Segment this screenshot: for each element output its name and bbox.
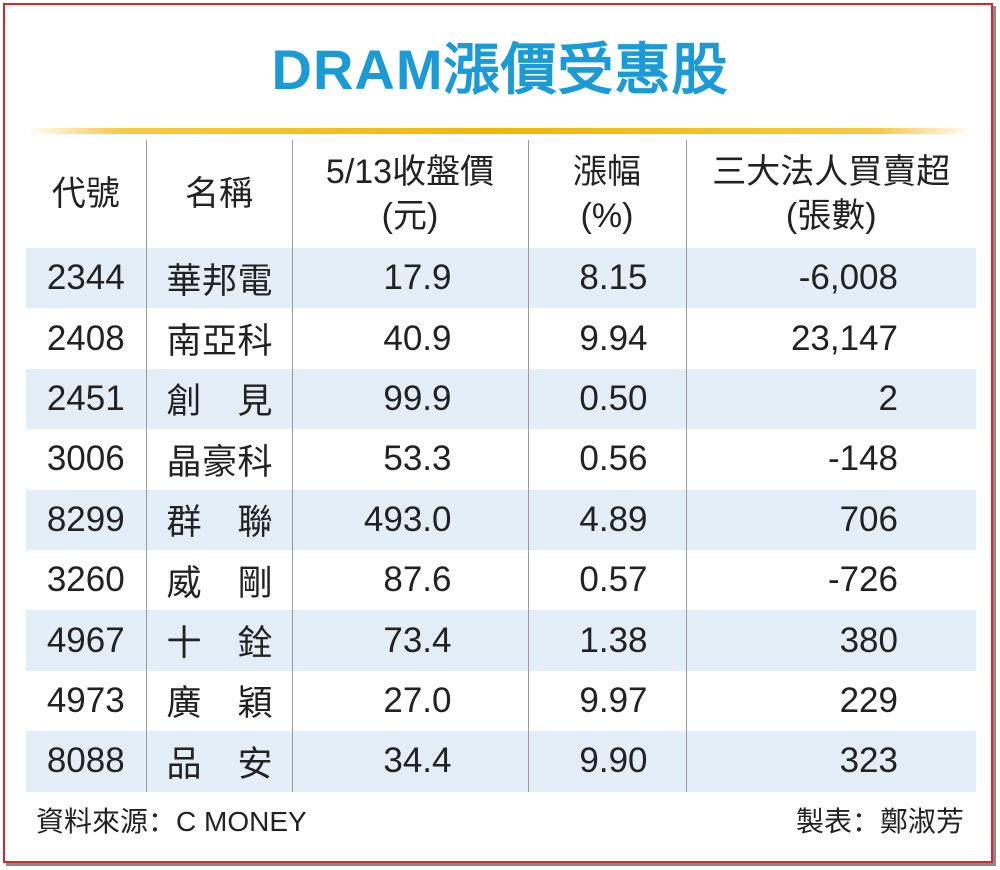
cell-close: 99.9: [291, 368, 528, 430]
cell-code: 4967: [26, 610, 146, 671]
cell-name: 華邦電: [145, 248, 292, 309]
stock-table: 代號 名稱 5/13收盤價 (元) 漲幅 (%) 三大法人買賣超 (張數) 2344 華…: [26, 140, 976, 792]
stock-name: 南亞科: [166, 322, 273, 362]
stock-name: 品安: [166, 744, 273, 784]
cell-code: 3260: [46, 560, 125, 600]
cell-close: 40.9: [291, 308, 528, 369]
chart-title: DRAM漲價受惠股: [271, 38, 729, 101]
cell-change: 9.94: [527, 308, 686, 369]
cell-name: 南亞科: [145, 308, 292, 369]
cell-net: 229: [685, 670, 976, 732]
cell-name: 品安: [145, 731, 292, 792]
cell-code: 8088: [26, 731, 146, 792]
table-row: 4967 十銓 73.4 1.38 380: [26, 610, 976, 671]
cell-name: 創見: [145, 368, 292, 430]
stock-name: 廣穎: [166, 684, 273, 724]
cell-name: 群聯: [145, 489, 292, 550]
table-row: 8088 品安 34.4 9.90 323: [26, 731, 976, 792]
cell-change: 9.97: [527, 670, 686, 732]
cell-close: 493.0: [291, 489, 528, 550]
cell-close: 34.4: [291, 731, 528, 792]
cell-net: 380: [685, 610, 976, 671]
cell-change: 8.15: [527, 248, 686, 309]
cell-code: 8299: [26, 489, 146, 550]
table-row: 8299 群聯 493.0 4.89 706: [26, 489, 976, 550]
cell-close: 27.0: [291, 670, 528, 732]
cell-change: 0.57: [527, 549, 686, 611]
table-row: 3260 威剛 87.6 0.57 -726: [26, 549, 976, 611]
table-row: 2408 南亞科 40.9 9.94 23,147: [26, 308, 976, 369]
data-source: 資料來源：C MONEY: [36, 806, 307, 837]
table-body: 2344 華邦電 17.9 8.15 -6,008 2408 南亞科 40.9 9.94 23,1…: [26, 248, 976, 792]
header-code: 代號: [51, 175, 120, 213]
cell-change: 0.56: [527, 429, 686, 490]
header-net: 三大法人買賣超 (張數): [685, 140, 976, 248]
header-name: 名稱: [145, 140, 292, 248]
stock-name: 威剛: [166, 563, 273, 603]
cell-net: 23,147: [685, 308, 976, 369]
cell-change: 4.89: [527, 489, 686, 550]
cell-code: 2344: [26, 248, 146, 309]
cell-net: -148: [685, 429, 976, 490]
cell-name: 廣穎: [145, 670, 292, 732]
stock-name: 華邦電: [166, 261, 273, 301]
cell-close: 73.4: [291, 610, 528, 671]
cell-change: 9.90: [527, 731, 686, 792]
header-row: 代號 名稱 5/13收盤價 (元) 漲幅 (%) 三大法人買賣超 (張數): [26, 140, 976, 248]
header-close: 5/13收盤價 (元): [291, 140, 528, 248]
cell-name: 威剛: [145, 549, 292, 611]
stock-name: 晶豪科: [166, 442, 273, 482]
cell-change: 0.50: [527, 368, 686, 430]
cell-net: 706: [685, 489, 976, 550]
table-row: 3006 晶豪科 53.3 0.56 -148: [26, 429, 976, 490]
table-maker: 製表：鄭淑芳: [795, 806, 964, 837]
table-row: 2451 創見 99.9 0.50 2: [26, 368, 976, 430]
cell-net: 323: [685, 731, 976, 792]
cell-net: -6,008: [685, 248, 976, 309]
cell-code: 2451: [26, 368, 146, 430]
cell-code: 2408: [46, 318, 125, 358]
title-underline: [26, 128, 974, 134]
stock-name: 創見: [166, 382, 273, 422]
table-row: 2344 華邦電 17.9 8.15 -6,008: [26, 248, 976, 309]
cell-close: 87.6: [291, 549, 528, 611]
cell-name: 十銓: [145, 610, 292, 671]
stock-name: 十銓: [166, 624, 273, 664]
cell-net: -726: [685, 549, 976, 611]
cell-close: 17.9: [291, 248, 528, 309]
header-change: 漲幅 (%): [527, 140, 686, 248]
cell-net: 2: [685, 368, 976, 430]
cell-code: 4973: [46, 680, 125, 720]
cell-close: 53.3: [291, 429, 528, 490]
stock-name: 群聯: [166, 503, 273, 543]
cell-name: 晶豪科: [145, 429, 292, 490]
table-row: 4973 廣穎 27.0 9.97 229: [26, 670, 976, 732]
cell-code: 3006: [46, 439, 125, 479]
cell-change: 1.38: [527, 610, 686, 671]
